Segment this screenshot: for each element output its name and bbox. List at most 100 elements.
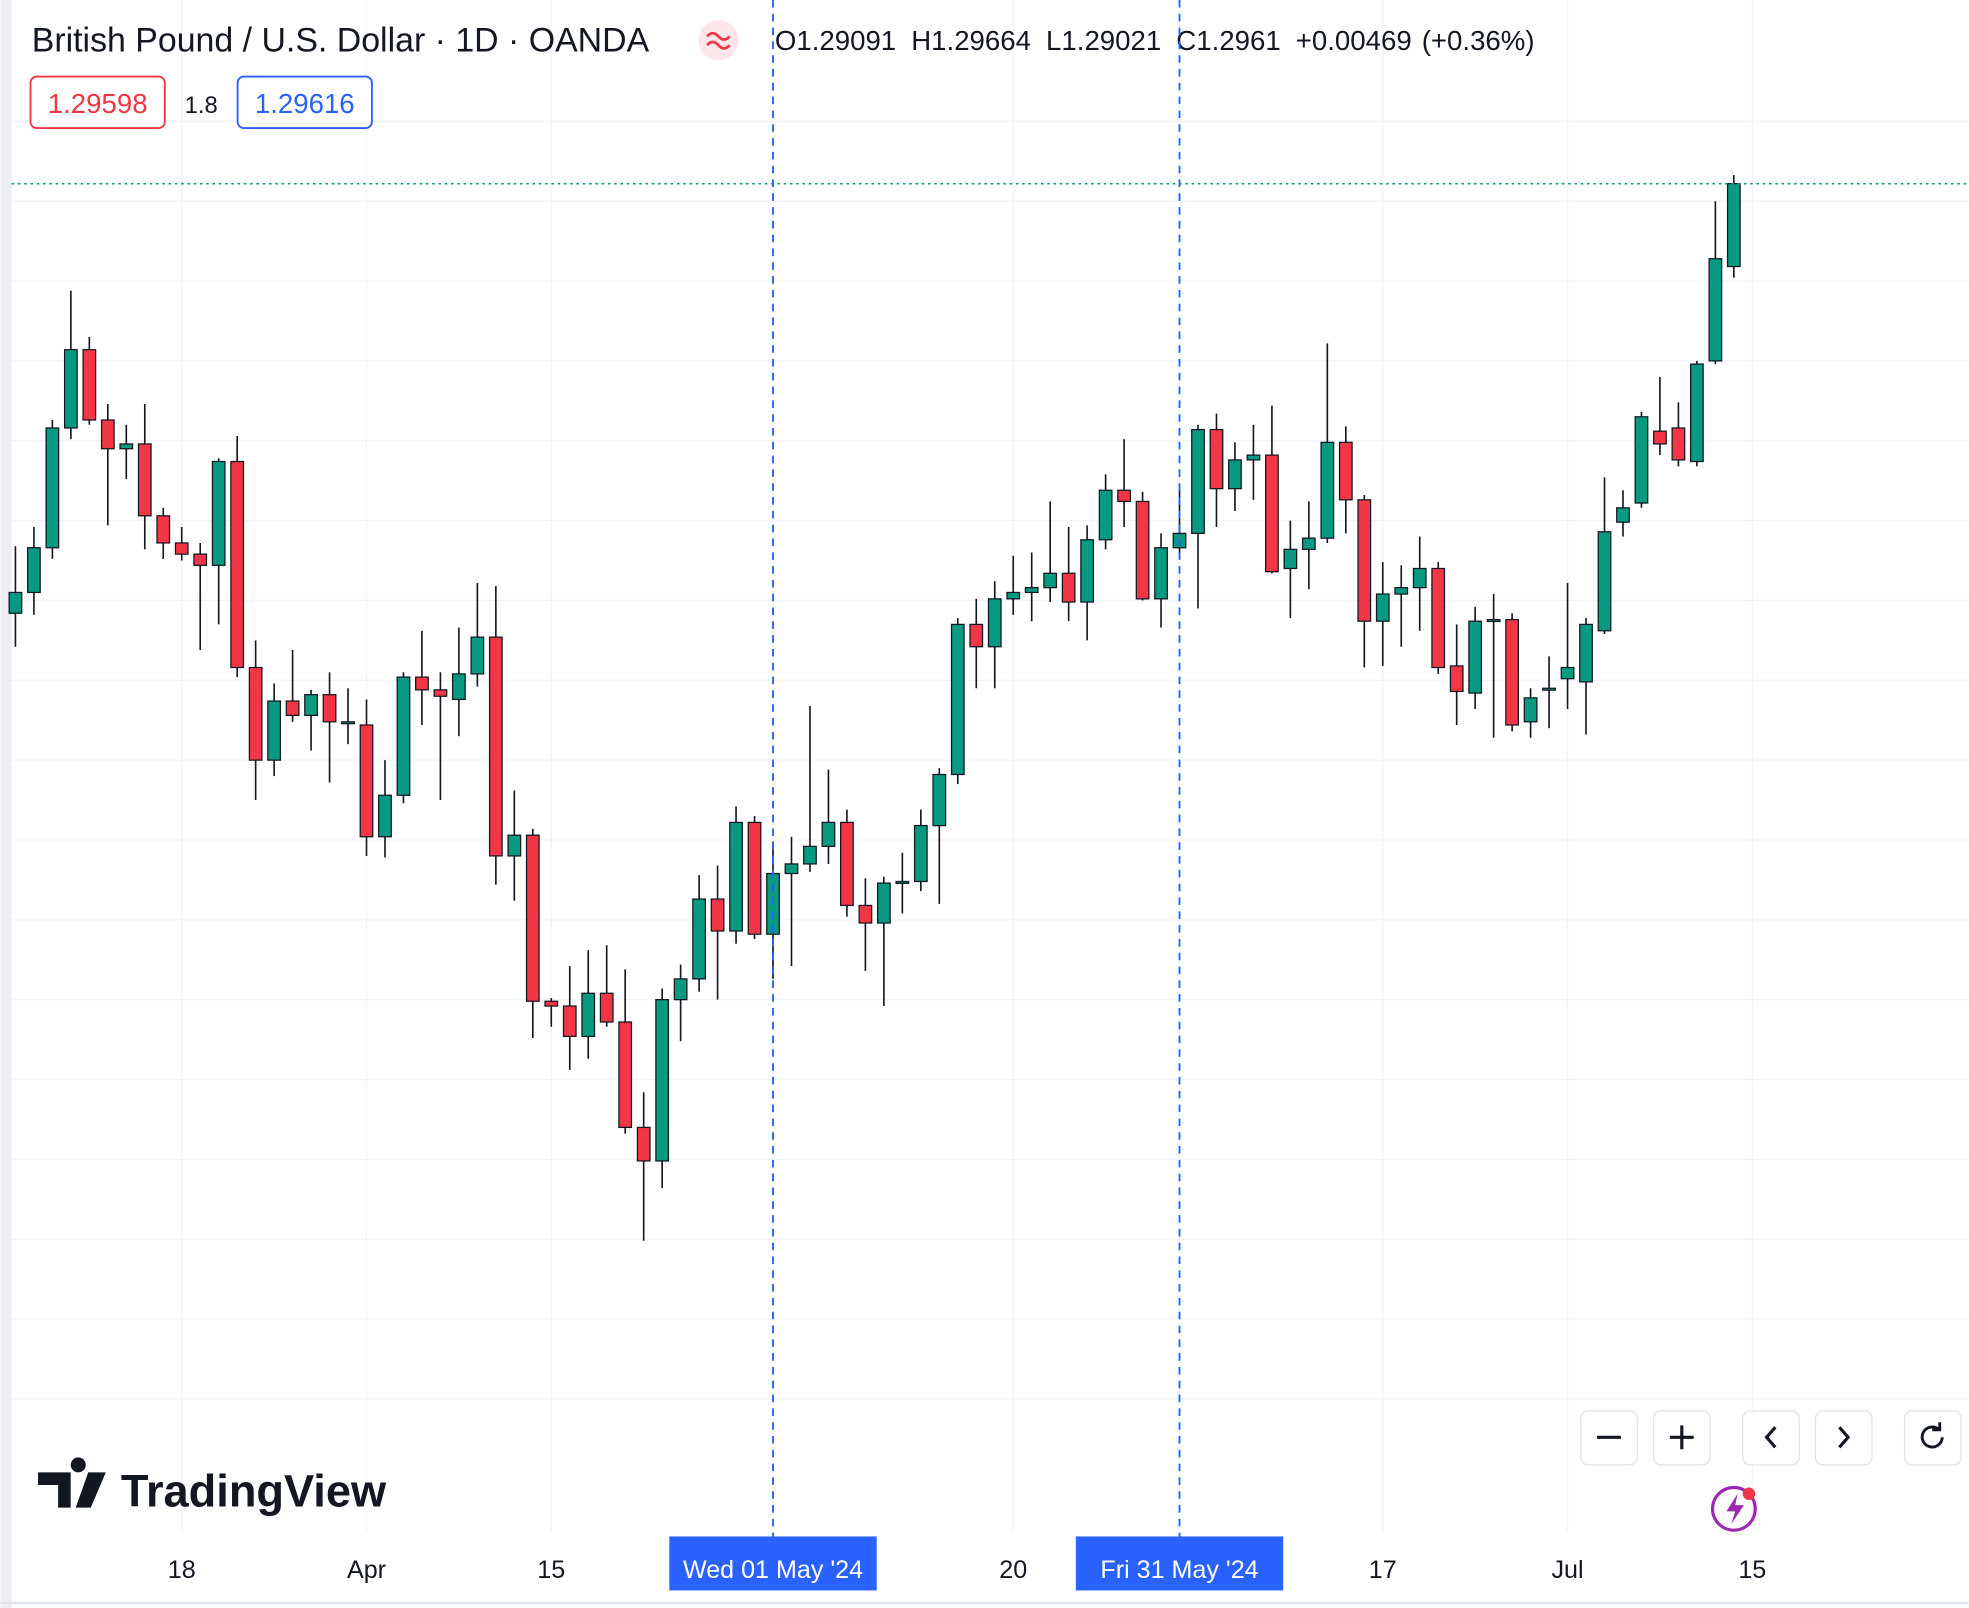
candle-body [1191,428,1205,534]
candle-body [1357,499,1372,622]
candle-body [1135,500,1150,600]
x-tick-label: Apr [347,1556,386,1584]
candle-body [396,676,411,796]
ohlc-key: L [1046,25,1061,56]
candle-body [267,700,282,761]
crosshair-date-label: Wed 01 May '24 [683,1556,863,1584]
candle-body [1006,591,1021,600]
candle-body [156,515,171,544]
bid-box[interactable] [29,75,166,129]
candle-body [544,1000,559,1007]
candle-body [119,443,134,450]
candle-body [8,591,23,614]
candle-body [1505,618,1520,726]
candle-body [1412,567,1427,589]
ohlc-key: C [1176,25,1196,56]
candle-body [45,427,60,549]
scroll-left-button[interactable] [1742,1410,1800,1466]
change: +0.00469 [1296,25,1412,56]
candle-body [1098,489,1113,541]
logo-mark [38,1457,106,1508]
candle-body [433,689,448,697]
reset-icon [1920,1422,1944,1449]
x-tick-label: 15 [537,1556,565,1584]
candle-body [673,978,688,1001]
candle-body [1634,416,1649,504]
candle-body [1653,430,1667,445]
candle-body [1449,665,1464,693]
candle-body [1726,183,1741,268]
candle-body [987,598,1002,648]
candle-body [100,419,115,450]
status-icon[interactable] [698,20,739,61]
chart-title: British Pound / U.S. Dollar · 1D · OANDA [32,21,650,59]
candle-body [322,694,337,723]
candle-body [932,773,947,827]
candle-body [341,721,355,725]
candle-body [858,904,873,924]
candle-body [1597,531,1612,632]
candle-body [692,898,707,980]
candle-body [636,1126,651,1162]
alert-circle [1710,1485,1757,1532]
ohlc-key: H [911,25,931,56]
candle-body [803,845,817,865]
candle-body [710,898,725,932]
candle-body [1579,623,1593,683]
candle-body [729,821,743,932]
candle-body [211,460,226,566]
crosshair-date-box [1075,1536,1284,1591]
x-tick-label: 15 [1738,1556,1766,1584]
candle-body [285,700,300,717]
candle-body [137,443,152,517]
candle-body [470,636,485,675]
candle-body [1043,572,1058,589]
crosshair-date-box [669,1536,877,1591]
x-tick-label: 18 [168,1556,196,1584]
candle-body [1080,539,1095,603]
candle-body [1320,441,1335,539]
alert-dot [1742,1487,1756,1501]
candle-body [525,834,540,1002]
scroll-right-button[interactable] [1814,1410,1873,1466]
reset-button[interactable] [1903,1410,1962,1466]
candle-body [27,547,41,594]
alert-icon[interactable] [1710,1485,1757,1532]
x-tick-label: Jul [1552,1556,1584,1584]
candle-body [1283,548,1298,570]
ask-box[interactable] [236,75,373,129]
candle-body [840,821,854,907]
zoom-controls [1580,1410,1962,1466]
logo: TradingView [38,1457,387,1516]
candles [8,175,1741,1241]
grid [11,0,1969,1532]
scroll-right-icon [1838,1426,1851,1449]
candle-body [1616,507,1630,523]
candle-body [1117,489,1131,503]
candle-body [174,542,189,555]
candle-body [415,676,429,691]
candle-body [230,460,245,669]
candle-body [1024,587,1039,594]
ohlc-legend: O1.29091 H1.29664 L1.29021 C1.2961 +0.00469 (… [775,25,1535,56]
scroll-left-icon [1764,1426,1777,1449]
candle-body [784,863,799,875]
candle-body [1689,363,1704,463]
x-tick-label: 17 [1369,1556,1397,1584]
ohlc-value: 1.29021 [1061,25,1161,56]
candle-body [913,824,928,883]
candle-body [248,666,263,761]
candle-body [193,553,208,566]
candle-body [1542,687,1556,691]
candle-body [1523,697,1538,723]
candle-body [876,882,891,924]
alert-bolt [1726,1493,1744,1524]
candle-body [618,1021,633,1129]
spread: 1.8 [185,92,218,119]
candle-body [507,834,522,857]
ohlc-key: O [775,25,796,56]
candle-body [1431,567,1446,669]
candle-body [1338,441,1353,501]
